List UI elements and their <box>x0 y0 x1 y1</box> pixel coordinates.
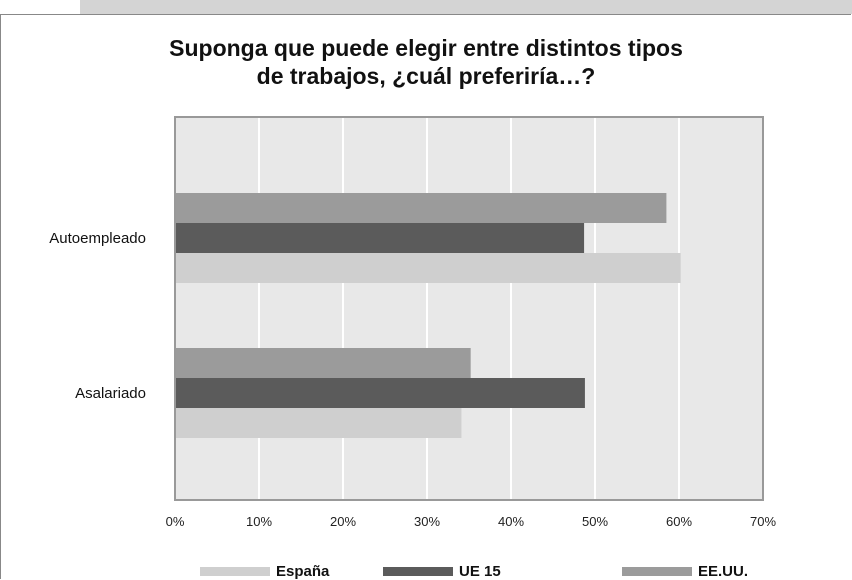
top-band <box>80 0 852 14</box>
x-tick-label: 20% <box>330 514 356 529</box>
plot-border <box>174 116 764 501</box>
chart-title: Suponga que puede elegir entre distintos… <box>0 34 852 90</box>
legend-label: España <box>276 563 330 580</box>
bar-asalariado-ee-uu <box>175 348 471 378</box>
plot-area <box>175 117 763 500</box>
bar-asalariado-españa <box>175 408 462 438</box>
x-tick-label: 60% <box>666 514 692 529</box>
x-tick-label: 0% <box>166 514 185 529</box>
x-tick-label: 50% <box>582 514 608 529</box>
legend-item-ue-15: UE 15 <box>383 563 501 580</box>
bar-asalariado-ue-15 <box>175 378 585 408</box>
bar-autoempleado-ue-15 <box>175 223 585 253</box>
x-tick-label: 30% <box>414 514 440 529</box>
legend-swatch <box>383 567 453 576</box>
x-tick-label: 10% <box>246 514 272 529</box>
legend-item-ee-uu: EE.UU. <box>622 563 748 580</box>
x-tick-label: 40% <box>498 514 524 529</box>
legend-label: UE 15 <box>459 563 501 580</box>
chart-title-line-2: de trabajos, ¿cuál preferiría…? <box>256 63 596 89</box>
bar-autoempleado-españa <box>175 253 681 283</box>
chart-legend: España UE 15 EE.UU. <box>0 560 852 580</box>
legend-item-españa: España <box>200 563 329 580</box>
legend-swatch <box>622 567 692 576</box>
y-category-label: Autoempleado <box>49 230 146 247</box>
legend-label: EE.UU. <box>698 563 749 580</box>
x-tick-label: 70% <box>750 514 776 529</box>
chart-title-line-1: Suponga que puede elegir entre distintos… <box>169 35 683 61</box>
bar-autoempleado-ee-uu <box>175 193 667 223</box>
legend-swatch <box>200 567 270 576</box>
y-category-label: Asalariado <box>75 385 146 402</box>
